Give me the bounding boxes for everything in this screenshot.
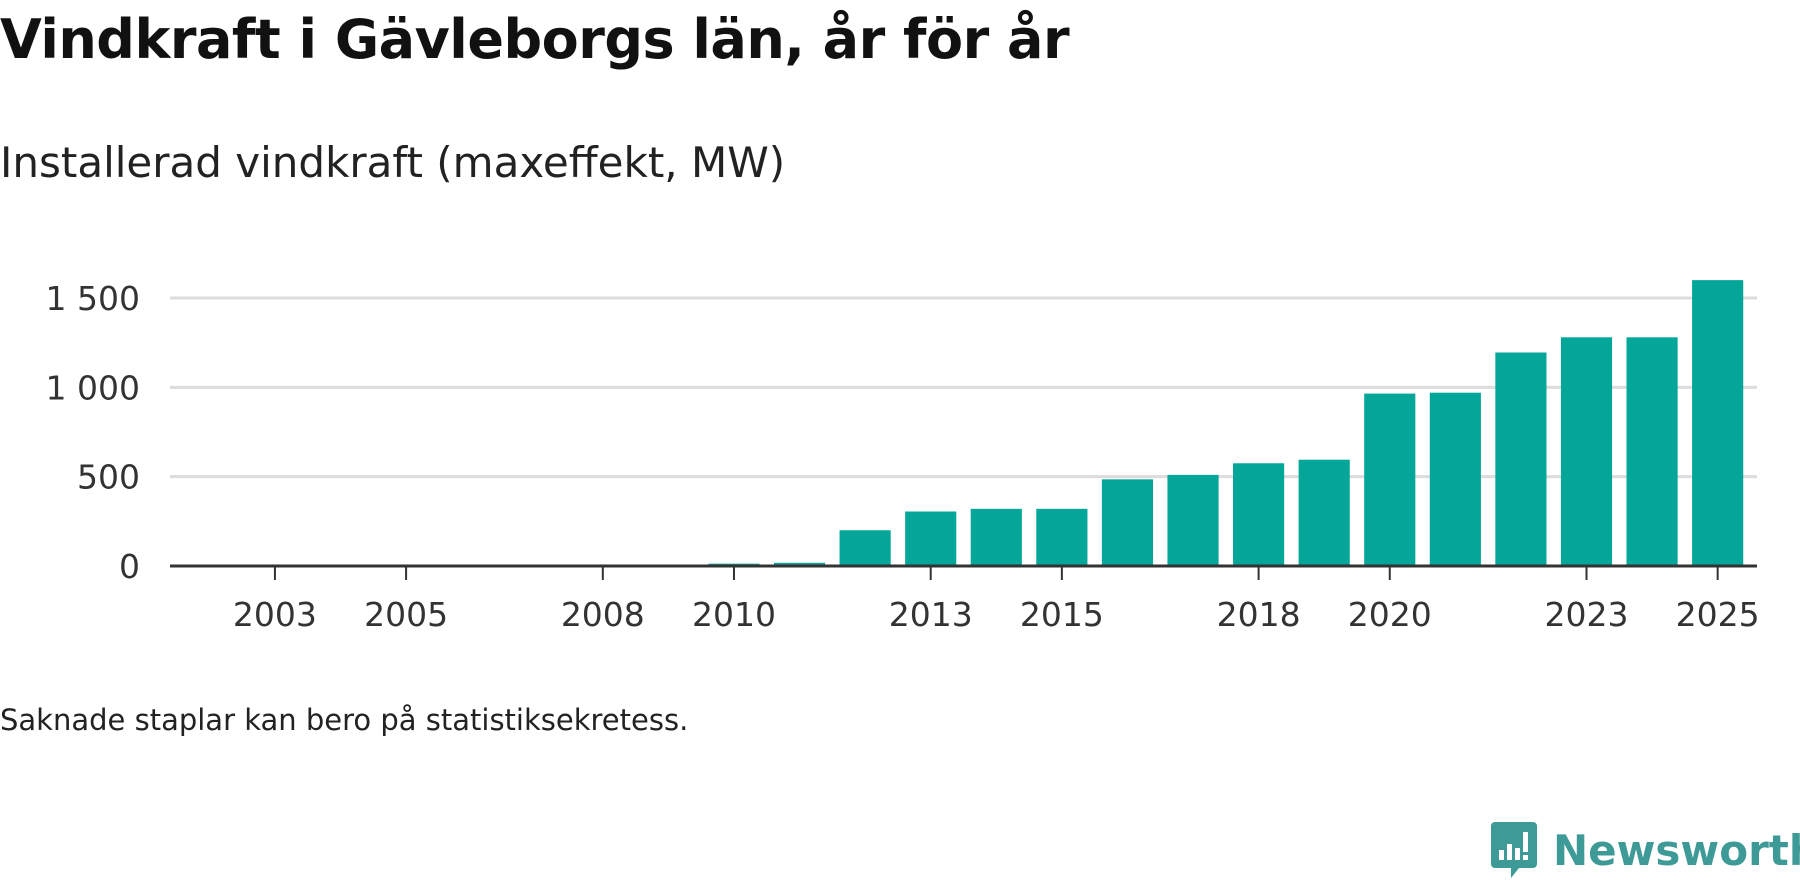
x-tick-label: 2025 <box>1676 595 1760 634</box>
x-tick-label: 2008 <box>561 595 645 634</box>
bar-2013[interactable]: 2013: 305 <box>905 511 957 566</box>
newsworthy-logo-text: Newsworthy <box>1553 825 1800 875</box>
x-axis-ticks: 2003 2005 2008 2010 2013 2015 2018 2020 2023 2025 <box>170 564 1760 634</box>
x-tick-label: 2005 <box>364 595 448 634</box>
newsworthy-logo-icon <box>1491 822 1537 878</box>
bar-2024[interactable]: 2024: 1280 <box>1626 337 1678 566</box>
newsworthy-logo[interactable]: Newsworthy <box>1489 820 1800 880</box>
gridlines <box>170 296 1757 479</box>
bar-2020[interactable]: 2020: 965 <box>1364 393 1416 566</box>
bar-2015[interactable]: 2015: 320 <box>1036 508 1088 566</box>
bar-2014[interactable]: 2014: 320 <box>970 508 1022 566</box>
bar-2023[interactable]: 2023: 1280 <box>1560 337 1613 566</box>
y-axis-ticks: 0 500 1 000 1 500 <box>46 279 140 586</box>
x-tick-label: 2020 <box>1348 595 1432 634</box>
x-tick-label: 2015 <box>1020 595 1104 634</box>
y-tick-label: 1 000 <box>46 368 140 407</box>
x-tick-label: 2003 <box>233 595 317 634</box>
footnote: Saknade staplar kan bero på statistiksek… <box>0 703 689 737</box>
bar-2025[interactable]: 2025: 1600 <box>1692 280 1744 566</box>
chart-title: Vindkraft i Gävleborgs län, år för år <box>0 8 1070 71</box>
bar-2022[interactable]: 2022: 1195 <box>1495 352 1547 566</box>
x-tick-label: 2018 <box>1217 595 1301 634</box>
bar-2012[interactable]: 2012: 200 <box>839 530 891 566</box>
y-tick-label: 0 <box>119 547 140 586</box>
x-tick-label: 2010 <box>692 595 776 634</box>
bar-2016[interactable]: 2016: 485 <box>1101 479 1154 566</box>
x-tick-label: 2013 <box>889 595 973 634</box>
chart-subtitle: Installerad vindkraft (maxeffekt, MW) <box>0 138 786 187</box>
bar-2021[interactable]: 2021: 970 <box>1429 392 1481 566</box>
y-tick-label: 1 500 <box>46 279 140 318</box>
bar-2018[interactable]: 2018: 575 <box>1233 463 1285 566</box>
bar-2011[interactable]: 2011: 18 <box>773 562 826 566</box>
bar-2017[interactable]: 2017: 510 <box>1167 474 1219 566</box>
x-tick-label: 2023 <box>1545 595 1629 634</box>
bar-2019[interactable]: 2019: 595 <box>1298 459 1350 566</box>
y-tick-label: 500 <box>77 458 140 497</box>
